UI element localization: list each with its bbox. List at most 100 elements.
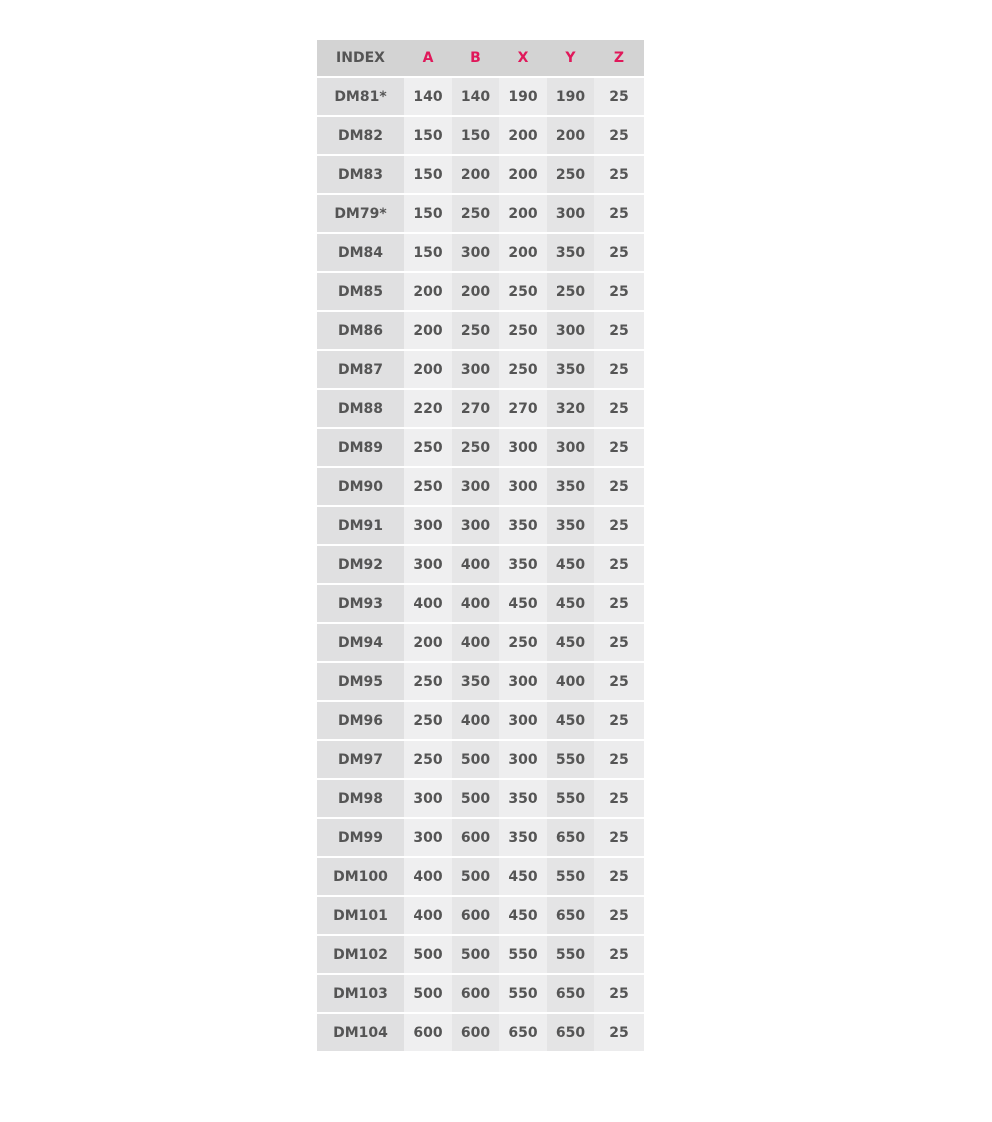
value-cell-a: 250 — [404, 428, 452, 468]
value-cell-z: 25 — [594, 155, 644, 195]
value-cell-b: 300 — [452, 233, 499, 273]
value-cell-b: 200 — [452, 155, 499, 195]
value-cell-b: 200 — [452, 272, 499, 312]
value-cell-z: 25 — [594, 506, 644, 546]
index-cell: DM98 — [317, 779, 404, 819]
value-cell-b: 400 — [452, 623, 499, 663]
value-cell-x: 250 — [499, 272, 547, 312]
index-cell: DM84 — [317, 233, 404, 273]
index-cell: DM96 — [317, 701, 404, 741]
value-cell-x: 350 — [499, 545, 547, 585]
value-cell-a: 300 — [404, 779, 452, 819]
dimensions-table: INDEX A B X Y Z DM81* 140 140 190 190 25 DM82 150 150… — [317, 40, 644, 1053]
table-row: DM93 400 400 450 450 25 — [317, 584, 644, 624]
index-cell: DM82 — [317, 116, 404, 156]
value-cell-y: 550 — [547, 857, 594, 897]
value-cell-a: 250 — [404, 467, 452, 507]
value-cell-b: 250 — [452, 194, 499, 234]
value-cell-z: 25 — [594, 623, 644, 663]
table-row: DM94 200 400 250 450 25 — [317, 623, 644, 663]
value-cell-y: 450 — [547, 623, 594, 663]
value-cell-x: 200 — [499, 155, 547, 195]
value-cell-a: 300 — [404, 545, 452, 585]
table-row: DM101 400 600 450 650 25 — [317, 896, 644, 936]
value-cell-z: 25 — [594, 974, 644, 1014]
table-row: DM96 250 400 300 450 25 — [317, 701, 644, 741]
index-cell: DM85 — [317, 272, 404, 312]
value-cell-y: 450 — [547, 701, 594, 741]
table-row: DM86 200 250 250 300 25 — [317, 311, 644, 351]
value-cell-z: 25 — [594, 545, 644, 585]
table-row: DM103 500 600 550 650 25 — [317, 974, 644, 1014]
value-cell-z: 25 — [594, 584, 644, 624]
value-cell-z: 25 — [594, 935, 644, 975]
value-cell-b: 500 — [452, 935, 499, 975]
value-cell-x: 450 — [499, 896, 547, 936]
value-cell-a: 250 — [404, 701, 452, 741]
column-header-y: Y — [547, 40, 594, 78]
value-cell-z: 25 — [594, 77, 644, 117]
index-cell: DM92 — [317, 545, 404, 585]
index-cell: DM99 — [317, 818, 404, 858]
value-cell-a: 250 — [404, 740, 452, 780]
value-cell-a: 150 — [404, 194, 452, 234]
value-cell-y: 550 — [547, 740, 594, 780]
value-cell-z: 25 — [594, 311, 644, 351]
index-cell: DM97 — [317, 740, 404, 780]
value-cell-y: 200 — [547, 116, 594, 156]
value-cell-z: 25 — [594, 116, 644, 156]
value-cell-z: 25 — [594, 857, 644, 897]
value-cell-z: 25 — [594, 701, 644, 741]
index-cell: DM94 — [317, 623, 404, 663]
value-cell-z: 25 — [594, 428, 644, 468]
table-row: DM97 250 500 300 550 25 — [317, 740, 644, 780]
value-cell-x: 190 — [499, 77, 547, 117]
value-cell-z: 25 — [594, 233, 644, 273]
value-cell-y: 250 — [547, 155, 594, 195]
value-cell-z: 25 — [594, 194, 644, 234]
value-cell-y: 650 — [547, 974, 594, 1014]
index-cell: DM101 — [317, 896, 404, 936]
index-cell: DM102 — [317, 935, 404, 975]
value-cell-x: 300 — [499, 467, 547, 507]
table-row: DM83 150 200 200 250 25 — [317, 155, 644, 195]
value-cell-x: 350 — [499, 779, 547, 819]
value-cell-z: 25 — [594, 467, 644, 507]
table-row: DM79* 150 250 200 300 25 — [317, 194, 644, 234]
value-cell-y: 450 — [547, 545, 594, 585]
value-cell-y: 350 — [547, 467, 594, 507]
value-cell-y: 650 — [547, 896, 594, 936]
value-cell-y: 300 — [547, 428, 594, 468]
index-cell: DM95 — [317, 662, 404, 702]
value-cell-x: 350 — [499, 506, 547, 546]
value-cell-z: 25 — [594, 350, 644, 390]
value-cell-a: 400 — [404, 857, 452, 897]
value-cell-x: 250 — [499, 623, 547, 663]
value-cell-z: 25 — [594, 1013, 644, 1053]
header-row: INDEX A B X Y Z — [317, 40, 644, 78]
value-cell-y: 350 — [547, 506, 594, 546]
value-cell-y: 320 — [547, 389, 594, 429]
index-cell: DM103 — [317, 974, 404, 1014]
value-cell-x: 300 — [499, 428, 547, 468]
index-cell: DM91 — [317, 506, 404, 546]
table-row: DM88 220 270 270 320 25 — [317, 389, 644, 429]
value-cell-b: 270 — [452, 389, 499, 429]
value-cell-a: 400 — [404, 896, 452, 936]
table-row: DM92 300 400 350 450 25 — [317, 545, 644, 585]
value-cell-x: 300 — [499, 662, 547, 702]
value-cell-a: 600 — [404, 1013, 452, 1053]
value-cell-a: 220 — [404, 389, 452, 429]
value-cell-x: 250 — [499, 350, 547, 390]
value-cell-x: 450 — [499, 584, 547, 624]
value-cell-b: 250 — [452, 428, 499, 468]
value-cell-x: 270 — [499, 389, 547, 429]
value-cell-b: 300 — [452, 467, 499, 507]
value-cell-x: 300 — [499, 740, 547, 780]
value-cell-b: 500 — [452, 857, 499, 897]
column-header-x: X — [499, 40, 547, 78]
table-row: DM99 300 600 350 650 25 — [317, 818, 644, 858]
value-cell-a: 150 — [404, 233, 452, 273]
value-cell-b: 400 — [452, 701, 499, 741]
column-header-index: INDEX — [317, 40, 404, 78]
